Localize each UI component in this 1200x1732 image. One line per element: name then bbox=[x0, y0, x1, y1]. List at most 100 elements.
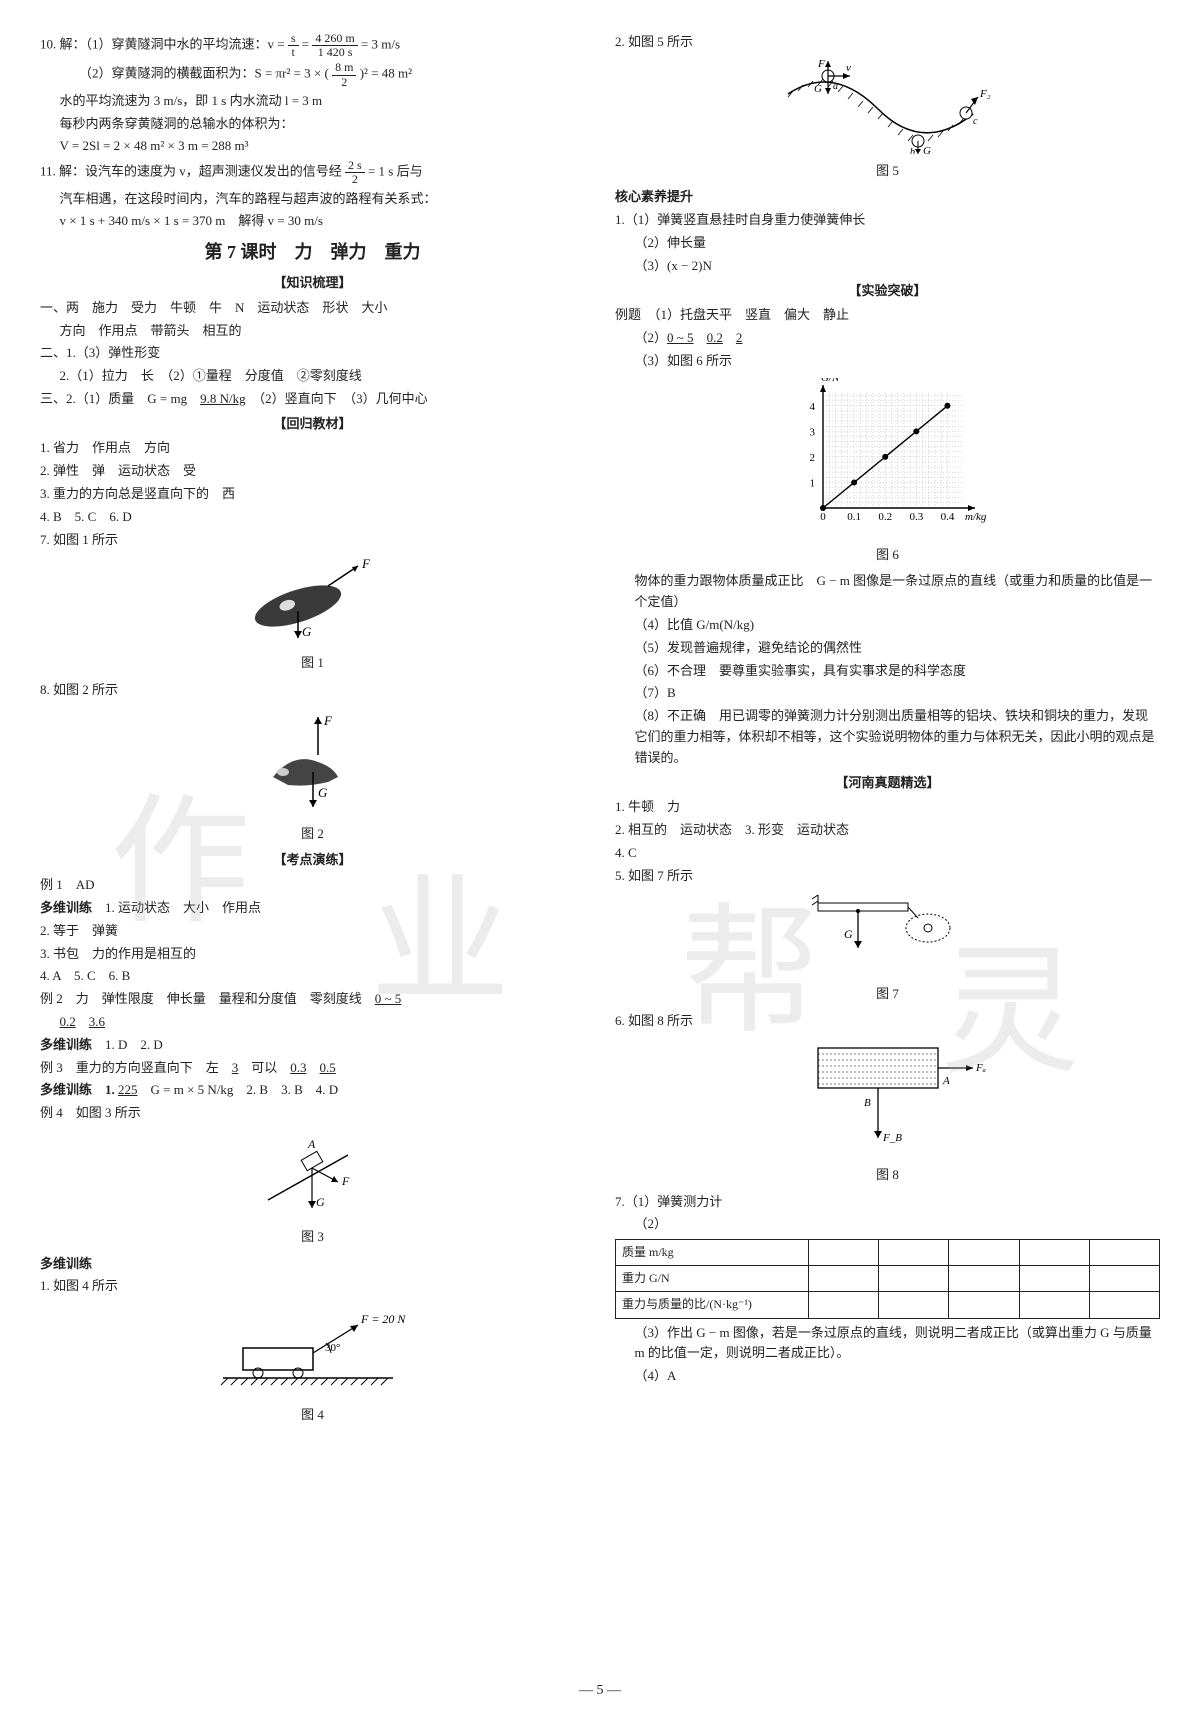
svg-text:F: F bbox=[323, 713, 333, 728]
svg-text:G: G bbox=[923, 145, 931, 154]
section-shiyan: 【实验突破】 bbox=[615, 281, 1160, 302]
zs-line1b: 方向 作用点 带箭头 相互的 bbox=[60, 321, 586, 342]
figure-8: Fₐ A B F_B 图 8 bbox=[615, 1038, 1160, 1186]
kd-7: 0.2 3.6 bbox=[60, 1012, 586, 1033]
q11-line3: v × 1 s + 340 m/s × 1 s = 370 m 解得 v = 3… bbox=[60, 211, 586, 232]
zs-line2: 二、1.（3）弹性形变 bbox=[40, 343, 585, 364]
q10-line2: （2）穿黄隧洞的横截面积为：S = πr² = 3 × ( 8 m2 )² = … bbox=[79, 61, 585, 88]
figure-3: A F G 图 3 bbox=[40, 1130, 585, 1248]
svg-text:G: G bbox=[302, 624, 312, 639]
q10-line3: 水的平均流速为 3 m/s，即 1 s 内水流动 l = 3 m bbox=[60, 91, 586, 112]
svg-text:A: A bbox=[307, 1137, 316, 1151]
hn7-3: （3）作出 G − m 图像，若是一条过原点的直线，则说明二者成正比（或算出重力… bbox=[635, 1323, 1161, 1365]
hn-2: 2. 相互的 运动状态 3. 形变 运动状态 bbox=[615, 820, 1160, 841]
hx-1: 1.（1）弹簧竖直悬挂时自身重力使弹簧伸长 bbox=[615, 210, 1160, 231]
svg-text:b: b bbox=[910, 147, 915, 154]
hn7-4: （4）A bbox=[635, 1366, 1161, 1387]
hg-3: 3. 重力的方向总是竖直向下的 西 bbox=[40, 484, 585, 505]
kd-12: 多维训练 bbox=[40, 1254, 585, 1275]
hg-4: 4. B 5. C 6. D bbox=[40, 507, 585, 528]
r-1: 2. 如图 5 所示 bbox=[615, 32, 1160, 53]
sy-7: （6）不合理 要尊重实验事实，具有实事求是的科学态度 bbox=[635, 661, 1161, 682]
hn-5: 6. 如图 8 所示 bbox=[615, 1011, 1160, 1032]
hn-1: 1. 牛顿 力 bbox=[615, 797, 1160, 818]
kd-10: 多维训练 1. 225 G = m × 5 N/kg 2. B 3. B 4. … bbox=[40, 1080, 585, 1101]
sy-8: （7）B bbox=[635, 683, 1161, 704]
svg-text:30°: 30° bbox=[325, 1342, 340, 1354]
hg-1: 1. 省力 作用点 方向 bbox=[40, 438, 585, 459]
section-hexin: 核心素养提升 bbox=[615, 187, 1160, 208]
kd-1: 例 1 AD bbox=[40, 875, 585, 896]
data-table: 质量 m/kg 重力 G/N 重力与质量的比/(N·kg⁻¹) bbox=[615, 1239, 1160, 1319]
svg-text:m/kg: m/kg bbox=[965, 511, 987, 523]
svg-text:0.3: 0.3 bbox=[909, 511, 923, 523]
hg-8: 8. 如图 2 所示 bbox=[40, 680, 585, 701]
section-kaodian: 【考点演练】 bbox=[40, 850, 585, 871]
figure-1: F G 图 1 bbox=[40, 556, 585, 674]
svg-text:G: G bbox=[814, 83, 822, 95]
sy-9: （8）不正确 用已调零的弹簧测力计分别测出质量相等的铝块、铁块和铜块的重力，发现… bbox=[635, 706, 1161, 768]
q11-line1: 11. 解：设汽车的速度为 v，超声测速仪发出的信号经 2 s2 = 1 s 后… bbox=[40, 159, 585, 186]
hn-4: 5. 如图 7 所示 bbox=[615, 866, 1160, 887]
kd-2: 多维训练 1. 运动状态 大小 作用点 bbox=[40, 898, 585, 919]
svg-text:0.1: 0.1 bbox=[847, 511, 861, 523]
svg-text:G: G bbox=[318, 785, 328, 800]
svg-text:F = 20 N: F = 20 N bbox=[360, 1312, 406, 1326]
hg-7: 7. 如图 1 所示 bbox=[40, 530, 585, 551]
page-number: — 5 — bbox=[40, 1680, 1160, 1702]
figure-4: 30° F = 20 N 图 4 bbox=[40, 1303, 585, 1426]
svg-text:F: F bbox=[361, 556, 371, 571]
sy-4: 物体的重力跟物体质量成正比 G − m 图像是一条过原点的直线（或重力和质量的比… bbox=[635, 571, 1161, 613]
svg-text:A: A bbox=[942, 1075, 950, 1087]
q10-line4: 每秒内两条穿黄隧洞的总输水的体积为： bbox=[60, 114, 586, 135]
hn7-2: （2） bbox=[635, 1214, 1161, 1235]
svg-text:B: B bbox=[864, 1097, 871, 1109]
q10-line5: V = 2Sl = 2 × 48 m² × 3 m = 288 m³ bbox=[60, 136, 586, 157]
svg-text:4: 4 bbox=[809, 401, 815, 413]
svg-text:c: c bbox=[973, 116, 978, 127]
svg-text:G: G bbox=[316, 1195, 325, 1209]
q10-line1: 10. 解：（1）穿黄隧洞中水的平均流速：v = st = 4 260 m1 4… bbox=[40, 32, 585, 59]
hg-2: 2. 弹性 弹 运动状态 受 bbox=[40, 461, 585, 482]
svg-text:0.2: 0.2 bbox=[878, 511, 892, 523]
sy-5: （4）比值 G/m(N/kg) bbox=[635, 615, 1161, 636]
sy-6: （5）发现普遍规律，避免结论的偶然性 bbox=[635, 638, 1161, 659]
kd-9: 例 3 重力的方向竖直向下 左 3 可以 0.3 0.5 bbox=[40, 1058, 585, 1079]
figure-6-chart: 00.10.20.30.41234m/kgG/N 图 6 bbox=[615, 378, 1160, 566]
sy-2: （2）0 ~ 5 0.2 2 bbox=[635, 328, 1161, 349]
figure-7: G 图 7 bbox=[615, 893, 1160, 1006]
svg-text:F: F bbox=[817, 59, 825, 70]
section-zhishi: 【知识梳理】 bbox=[40, 273, 585, 294]
svg-text:3: 3 bbox=[809, 426, 815, 438]
zs-line2b: 2.（1）拉力 长 （2）①量程 分度值 ②零刻度线 bbox=[60, 366, 586, 387]
kd-6: 例 2 力 弹性限度 伸长量 量程和分度值 零刻度线 0 ~ 5 bbox=[40, 989, 585, 1010]
svg-text:F₂: F₂ bbox=[979, 88, 991, 100]
kd-4: 3. 书包 力的作用是相互的 bbox=[40, 944, 585, 965]
q11-line2: 汽车相遇，在这段时间内，汽车的路程与超声波的路程有关系式： bbox=[60, 189, 586, 210]
svg-text:1: 1 bbox=[809, 477, 815, 489]
hn7-1: 7.（1）弹簧测力计 bbox=[615, 1192, 1160, 1213]
kd-13: 1. 如图 4 所示 bbox=[40, 1276, 585, 1297]
svg-text:v: v bbox=[846, 62, 851, 74]
svg-text:G/N: G/N bbox=[821, 378, 840, 384]
hx-2: （2）伸长量 bbox=[635, 233, 1161, 254]
zs-line1: 一、两 施力 受力 牛顿 牛 N 运动状态 形状 大小 bbox=[40, 298, 585, 319]
svg-text:0: 0 bbox=[820, 511, 826, 523]
sy-1: 例题 （1）托盘天平 竖直 偏大 静止 bbox=[615, 305, 1160, 326]
svg-text:Fₐ: Fₐ bbox=[975, 1062, 986, 1074]
kd-5: 4. A 5. C 6. B bbox=[40, 966, 585, 987]
kd-11: 例 4 如图 3 所示 bbox=[40, 1103, 585, 1124]
sy-3: （3）如图 6 所示 bbox=[635, 351, 1161, 372]
section-huigui: 【回归教材】 bbox=[40, 414, 585, 435]
hx-3: （3）(x − 2)N bbox=[635, 256, 1161, 277]
kd-8: 多维训练 1. D 2. D bbox=[40, 1035, 585, 1056]
svg-text:a: a bbox=[833, 81, 838, 92]
section-henan: 【河南真题精选】 bbox=[615, 773, 1160, 794]
svg-text:F: F bbox=[341, 1174, 350, 1188]
kd-3: 2. 等于 弹簧 bbox=[40, 921, 585, 942]
zs-line3: 三、2.（1）质量 G = mg 9.8 N/kg （2）竖直向下 （3）几何中… bbox=[40, 389, 585, 410]
figure-2: F G 图 2 bbox=[40, 707, 585, 845]
svg-text:0.4: 0.4 bbox=[940, 511, 954, 523]
figure-5: F v G a b G F₂ c 图 5 bbox=[615, 59, 1160, 182]
hn-3: 4. C bbox=[615, 843, 1160, 864]
